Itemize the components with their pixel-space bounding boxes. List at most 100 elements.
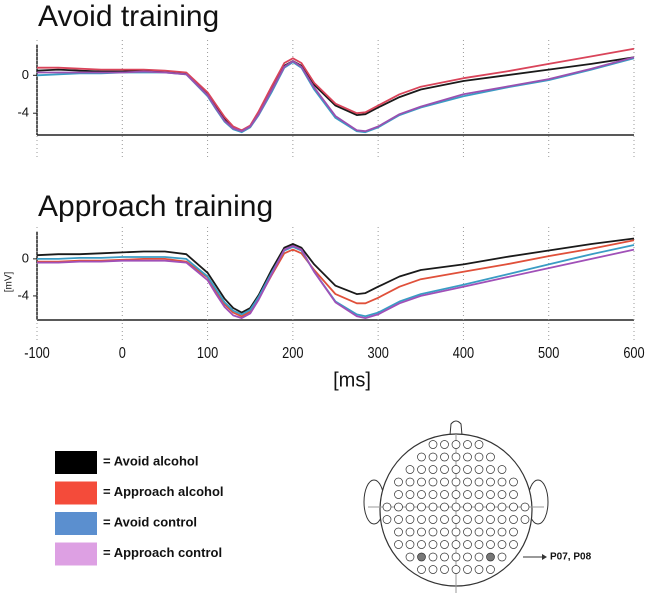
electrode xyxy=(405,477,415,487)
electrode xyxy=(417,490,426,499)
electrode xyxy=(440,540,449,549)
electrode xyxy=(417,452,426,462)
x-tick-label: 400 xyxy=(453,345,474,363)
electrode xyxy=(451,465,461,474)
series-line xyxy=(37,245,635,319)
electrode xyxy=(509,490,518,499)
y-axis-label: [mV] xyxy=(4,272,15,293)
legend-swatch xyxy=(55,542,97,566)
legend-swatch xyxy=(55,512,97,535)
x-tick-label: 600 xyxy=(623,345,644,363)
electrode xyxy=(474,515,484,524)
electrode xyxy=(451,502,461,512)
electrode xyxy=(440,490,449,499)
electrode xyxy=(474,465,484,474)
series-line xyxy=(37,244,635,318)
electrode xyxy=(474,490,484,499)
electrode xyxy=(428,515,438,524)
electrode xyxy=(394,490,403,499)
panel-title: Avoid training xyxy=(38,0,219,33)
electrode xyxy=(463,552,472,562)
electrode xyxy=(405,527,415,537)
electrode xyxy=(440,452,449,462)
electrode xyxy=(440,527,449,537)
electrode xyxy=(486,465,495,474)
electrode xyxy=(405,490,415,499)
series-line xyxy=(37,47,635,132)
electrode xyxy=(474,540,484,549)
electrode xyxy=(474,527,484,537)
electrode xyxy=(474,477,484,487)
electrode xyxy=(428,452,438,462)
x-tick-label: 100 xyxy=(197,345,218,363)
electrode xyxy=(417,477,426,487)
electrode xyxy=(428,440,438,449)
legend-label: = Approach control xyxy=(103,545,222,560)
electrode xyxy=(463,452,472,462)
electrode xyxy=(417,465,426,474)
electrode xyxy=(451,515,461,524)
electrode xyxy=(497,477,507,487)
electrode xyxy=(463,527,472,537)
electrode xyxy=(440,552,449,562)
electrode xyxy=(428,540,438,549)
electrode xyxy=(405,502,415,512)
electrode xyxy=(474,552,484,562)
y-tick-label: -4 xyxy=(17,287,29,302)
electrode xyxy=(440,502,449,512)
x-tick-label: 300 xyxy=(367,345,388,363)
electrode xyxy=(451,565,461,574)
electrode xyxy=(428,465,438,474)
head-annotation: P07, P08 xyxy=(550,552,592,563)
electrode xyxy=(497,490,507,499)
electrode xyxy=(417,515,426,524)
electrode xyxy=(451,477,461,487)
electrode xyxy=(417,502,426,512)
y-tick-label: 0 xyxy=(22,250,29,265)
x-tick-label: 200 xyxy=(282,345,303,363)
electrode xyxy=(417,552,426,562)
electrode xyxy=(440,465,449,474)
electrode xyxy=(428,502,438,512)
nose xyxy=(449,420,463,436)
electrode xyxy=(497,527,507,537)
electrode xyxy=(463,502,472,512)
head-diagram xyxy=(363,420,549,593)
electrode xyxy=(497,540,507,549)
electrode xyxy=(382,502,392,512)
electrode xyxy=(474,440,484,449)
electrode xyxy=(486,490,495,499)
electrode xyxy=(520,502,530,512)
electrode xyxy=(474,502,484,512)
electrode xyxy=(428,552,438,562)
electrode xyxy=(451,552,461,562)
electrode xyxy=(497,465,507,474)
legend-label: = Avoid control xyxy=(103,514,197,529)
x-tick-label: -100 xyxy=(24,345,50,363)
electrode xyxy=(463,440,472,449)
electrode xyxy=(417,565,426,574)
electrode xyxy=(451,440,461,449)
x-tick-label: 0 xyxy=(119,345,126,363)
electrode xyxy=(509,477,518,487)
electrode xyxy=(463,540,472,549)
legend-swatch xyxy=(55,481,97,505)
electrode xyxy=(509,515,518,524)
electrode xyxy=(486,477,495,487)
legend-label: = Avoid alcohol xyxy=(103,453,198,468)
y-tick-label: -4 xyxy=(17,105,29,120)
legend-label: = Approach alcohol xyxy=(103,484,224,499)
electrode xyxy=(428,565,438,574)
electrode xyxy=(417,540,426,549)
electrode xyxy=(394,477,403,487)
electrode xyxy=(451,490,461,499)
electrode xyxy=(486,552,495,562)
arrow-head xyxy=(542,554,547,560)
electrode xyxy=(394,540,403,549)
electrode xyxy=(451,527,461,537)
electrode xyxy=(440,477,449,487)
electrode xyxy=(463,565,472,574)
electrode xyxy=(509,527,518,537)
electrode xyxy=(486,452,495,462)
